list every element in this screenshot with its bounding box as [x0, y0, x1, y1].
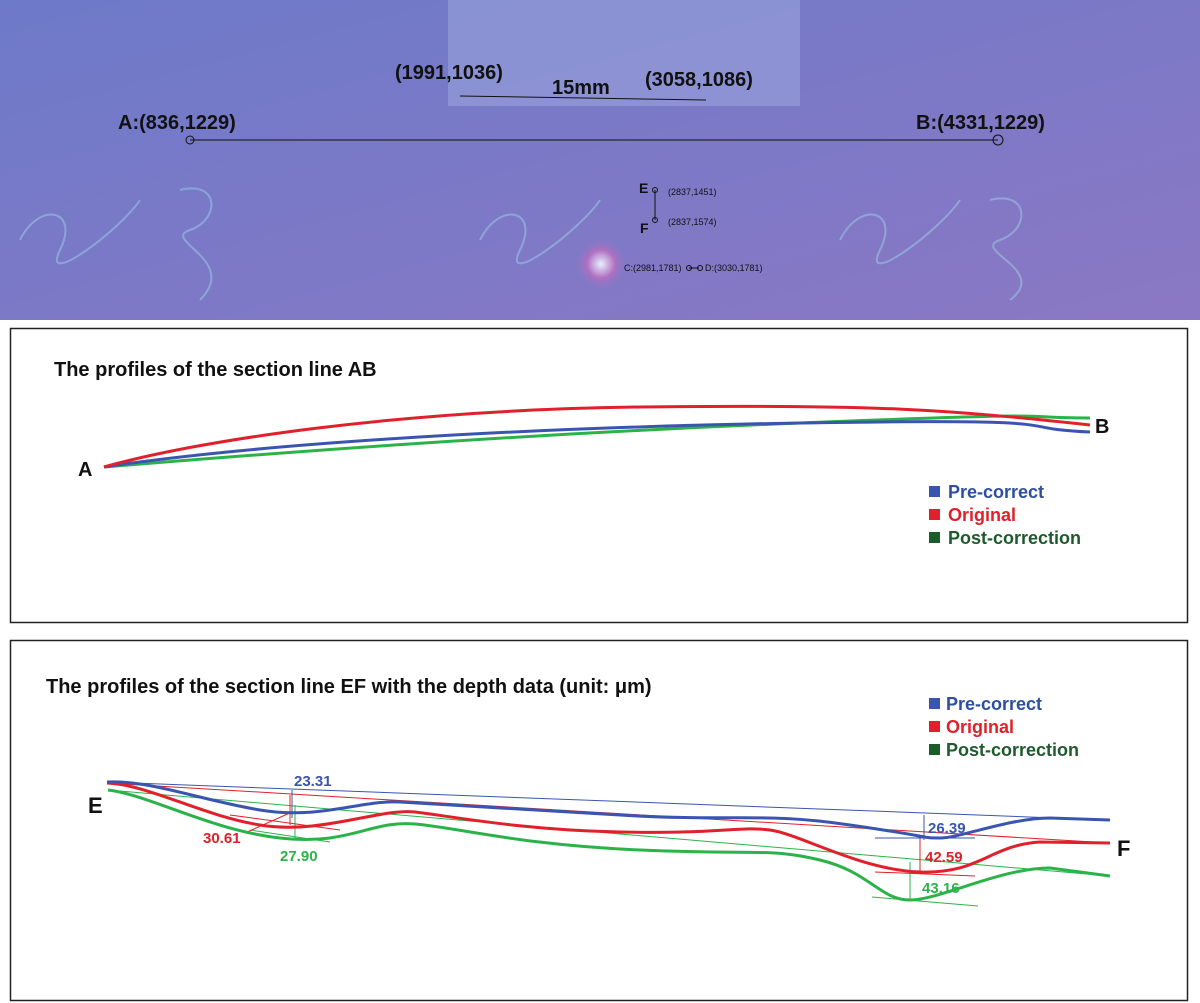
scale-length: 15mm — [552, 77, 610, 99]
legend-swatch — [929, 698, 940, 709]
legend-swatch — [929, 509, 940, 520]
profile-original — [103, 404, 1091, 469]
start-label: E — [88, 793, 103, 818]
point-marker — [185, 135, 195, 145]
profiles — [103, 404, 1091, 469]
depth-label: 23.31 — [294, 773, 332, 790]
legend-swatch — [929, 721, 940, 732]
depth-label: 43.16 — [922, 880, 960, 897]
legend-swatch — [929, 744, 940, 755]
legend-swatch — [929, 532, 940, 543]
point-f-coords: (2837,1574) — [668, 217, 717, 227]
photo: (1991,1036) 15mm (3058,1086) A:(836,1229… — [0, 0, 1200, 320]
point-a: A:(836,1229) — [118, 112, 236, 134]
scale-end: (3058,1086) — [645, 69, 753, 91]
legend-label: Original — [948, 505, 1016, 525]
end-label: B — [1095, 416, 1109, 438]
scale-start: (1991,1036) — [395, 62, 503, 84]
point-e: E — [639, 180, 648, 196]
profile-pre — [103, 420, 1091, 469]
panel-frame — [9, 327, 1189, 624]
end-label: F — [1117, 836, 1130, 861]
scale-line — [459, 95, 707, 101]
point-f: F — [640, 220, 649, 236]
panel-ab: The profiles of the section line AB A B … — [9, 327, 1189, 624]
depth-label: 30.61 — [203, 830, 241, 847]
panel-title: The profiles of the section line EF with… — [46, 676, 652, 698]
profiles — [106, 780, 1111, 902]
point-marker — [652, 217, 658, 223]
legend-label: Post-correction — [948, 528, 1081, 548]
point-marker — [697, 265, 703, 271]
legend-label: Pre-correct — [946, 694, 1042, 714]
ruler — [448, 0, 800, 106]
point-d: D:(3030,1781) — [705, 263, 763, 273]
profile-post — [107, 788, 1111, 902]
depth-label: 27.90 — [280, 848, 318, 865]
start-label: A — [78, 459, 92, 481]
point-c: C:(2981,1781) — [624, 263, 682, 273]
point-marker — [992, 134, 1004, 146]
legend-label: Original — [946, 717, 1014, 737]
point-marker — [686, 265, 692, 271]
profile-pre — [106, 780, 1111, 840]
panel-ef: The profiles of the section line EF with… — [9, 639, 1189, 1002]
depth-label: 26.39 — [928, 820, 966, 837]
point-b: B:(4331,1229) — [916, 112, 1045, 134]
legend-label: Pre-correct — [948, 482, 1044, 502]
indent — [573, 236, 629, 292]
legend-swatch — [929, 486, 940, 497]
profile-original — [106, 781, 1111, 874]
point-marker — [652, 187, 658, 193]
panel-title: The profiles of the section line AB — [54, 359, 377, 381]
legend-label: Post-correction — [946, 740, 1079, 760]
scribbles — [19, 187, 1023, 301]
point-e-coords: (2837,1451) — [668, 187, 717, 197]
depth-label: 42.59 — [925, 849, 963, 866]
